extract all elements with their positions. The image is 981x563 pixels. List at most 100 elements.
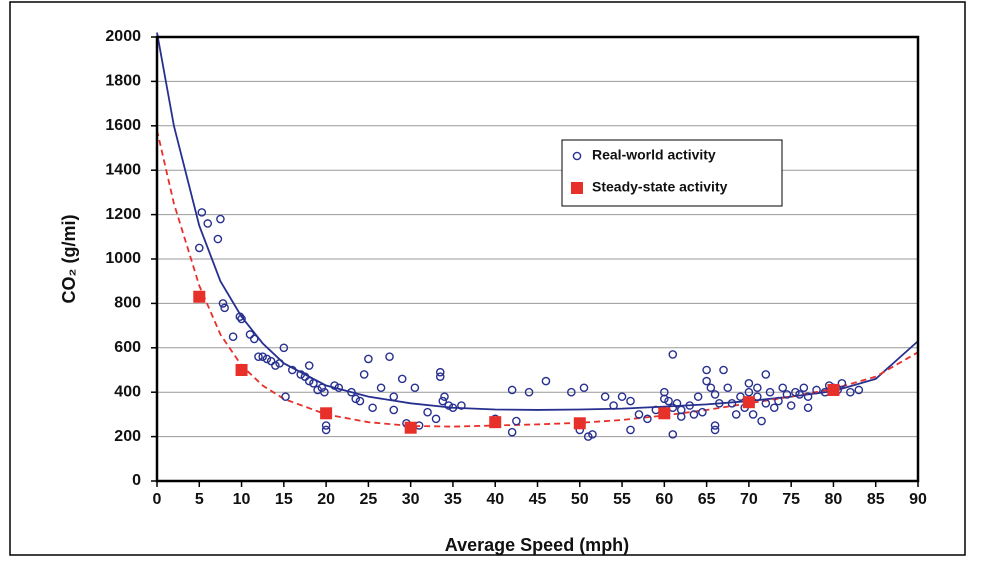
circle-marker [194, 243, 204, 253]
circle-marker [216, 214, 225, 224]
y-tick-label: 1600 [105, 117, 141, 134]
circle-marker [761, 398, 771, 408]
circle-marker [541, 376, 551, 386]
circle-marker [330, 381, 339, 390]
circle-marker [668, 430, 678, 439]
circle-marker [774, 396, 783, 406]
x-tick-label: 35 [444, 491, 462, 508]
circle-marker [320, 387, 329, 397]
circle-marker [765, 387, 775, 397]
y-tick-label: 200 [114, 428, 141, 445]
circle-marker [731, 410, 741, 419]
circle-marker [702, 365, 711, 375]
circle-marker [660, 394, 669, 404]
circle-marker [355, 396, 365, 406]
circle-marker [296, 370, 306, 379]
square-marker [489, 416, 502, 429]
y-tick-label: 1000 [105, 250, 141, 267]
circle-marker [668, 350, 678, 359]
x-tick-label: 0 [153, 491, 162, 508]
circle-marker [275, 359, 284, 368]
circle-marker [368, 403, 377, 413]
circle-marker [572, 151, 582, 161]
circle-marker [431, 414, 441, 424]
circle-marker [643, 414, 652, 424]
circle-marker [271, 361, 280, 370]
circle-marker [448, 403, 458, 413]
circle-marker [258, 352, 267, 361]
circle-marker [281, 392, 290, 401]
circle-marker [254, 352, 263, 361]
circle-marker [249, 334, 259, 344]
circle-marker [287, 365, 297, 375]
circle-marker [744, 387, 754, 397]
circle-marker [304, 361, 314, 370]
x-tick-label: 55 [613, 491, 631, 508]
circle-marker [423, 407, 432, 417]
circle-marker [710, 421, 720, 430]
circle-marker [706, 383, 716, 393]
x-tick-label: 60 [655, 491, 673, 508]
x-tick-label: 30 [402, 491, 420, 508]
circle-marker [440, 392, 449, 401]
x-tick-label: 15 [275, 491, 293, 508]
circle-marker [761, 370, 771, 379]
circle-marker [228, 332, 238, 342]
circle-marker [507, 427, 517, 437]
circle-marker [744, 379, 754, 388]
y-tick-label: 2000 [105, 28, 141, 45]
circle-marker [334, 383, 344, 393]
circle-marker [753, 383, 762, 393]
circle-marker [791, 387, 800, 397]
y-tick-label: 1400 [105, 161, 141, 178]
circle-marker [710, 425, 720, 435]
circle-marker [803, 403, 813, 413]
square-marker [827, 383, 840, 396]
x-tick-label: 20 [317, 491, 335, 508]
circle-marker [609, 401, 618, 410]
square-marker [404, 421, 417, 434]
circle-marker [385, 352, 394, 361]
circle-marker [321, 421, 331, 430]
legend-label: Real-world activity [592, 147, 716, 163]
circle-marker [846, 387, 855, 397]
y-tick-label: 0 [132, 472, 141, 489]
square-marker [573, 417, 586, 430]
circle-marker [512, 416, 521, 426]
circle-marker [262, 354, 272, 364]
fit-line [156, 130, 919, 428]
circle-marker [524, 387, 534, 397]
square-marker [320, 407, 333, 420]
square-marker [742, 396, 755, 409]
circle-marker [213, 234, 223, 244]
x-tick-label: 70 [740, 491, 758, 508]
circle-marker [435, 367, 445, 377]
circle-marker [579, 383, 589, 393]
circle-marker [757, 416, 766, 426]
circle-marker [389, 392, 399, 401]
circle-marker [634, 410, 644, 419]
circle-marker [203, 219, 213, 228]
circle-marker [237, 314, 246, 324]
y-tick-label: 800 [114, 295, 141, 312]
labels: 0 200 400 600 800 1000 1200 1400 1600 1800 2000 0 5 1… [105, 28, 927, 508]
circle-marker [786, 401, 796, 410]
marks [156, 32, 919, 441]
circle-marker [714, 398, 724, 408]
circle-marker [689, 410, 699, 419]
circle-marker [266, 356, 276, 366]
circle-marker [782, 390, 792, 399]
circle-marker [567, 387, 576, 397]
x-axis-label: Average Speed (mph) [445, 535, 629, 555]
x-tick-label: 75 [782, 491, 800, 508]
y-tick-label: 600 [114, 339, 141, 356]
circle-marker [583, 432, 593, 441]
circle-marker [748, 410, 758, 419]
circle-marker [304, 376, 314, 386]
circle-marker [626, 425, 635, 435]
circle-marker [309, 379, 318, 388]
y-tick-label: 1800 [105, 73, 141, 90]
circle-marker [507, 385, 517, 395]
circle-marker [854, 385, 864, 395]
